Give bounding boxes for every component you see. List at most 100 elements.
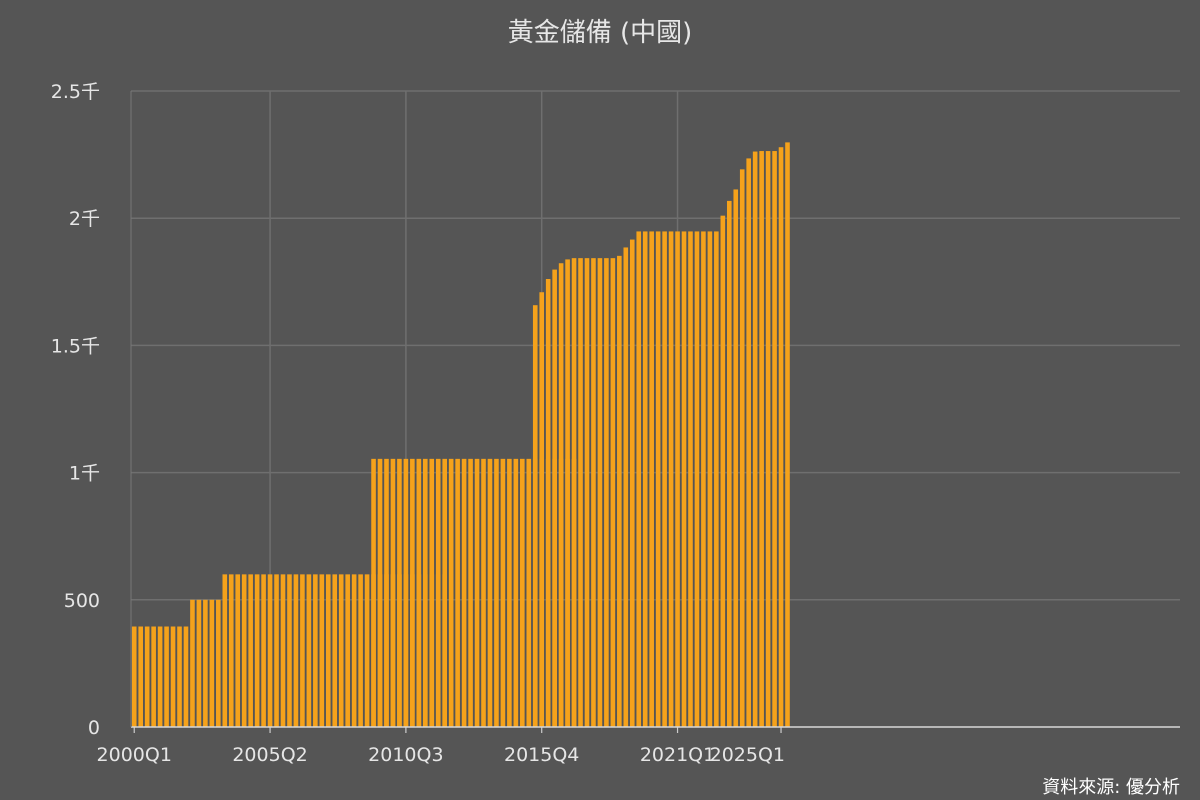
bar-2020Q4 [668, 231, 674, 727]
bar-2012Q2 [448, 458, 454, 727]
bar-2017Q1 [571, 258, 577, 727]
bar-2014Q1 [494, 458, 499, 727]
bar-2004Q4 [254, 574, 260, 727]
bar-2017Q4 [591, 258, 596, 727]
bar-2005Q4 [280, 574, 286, 727]
bar-2015Q4 [539, 292, 545, 727]
bar-2002Q3 [196, 599, 202, 727]
bar-2020Q3 [662, 231, 667, 727]
bar-2016Q2 [552, 269, 557, 727]
bar-2015Q3 [532, 305, 538, 727]
bar-2024Q1 [752, 151, 758, 728]
bar-2024Q3 [765, 151, 771, 728]
bars-layer [131, 142, 790, 728]
bar-2012Q3 [455, 458, 460, 727]
y-tick-label: 1.5千 [51, 335, 100, 357]
bar-2022Q3 [714, 231, 719, 727]
bar-2000Q4 [151, 626, 156, 727]
bar-2008Q2 [345, 574, 350, 727]
bar-2010Q3 [403, 458, 409, 727]
bar-2001Q1 [157, 626, 163, 727]
bar-2011Q4 [435, 458, 441, 727]
bar-2005Q3 [274, 574, 279, 727]
y-tick-label: 0 [88, 717, 100, 739]
bar-2014Q4 [513, 458, 519, 727]
bar-2018Q3 [610, 258, 616, 727]
bar-2009Q4 [384, 458, 389, 727]
bar-2017Q2 [578, 258, 583, 727]
bar-2019Q4 [642, 231, 648, 727]
bar-2004Q2 [241, 574, 247, 727]
y-tick-label: 2千 [69, 208, 100, 230]
bar-2008Q1 [338, 574, 344, 727]
bar-2014Q2 [500, 458, 506, 727]
bar-2007Q2 [319, 574, 325, 727]
bar-2003Q3 [222, 574, 228, 727]
bar-2020Q2 [655, 231, 661, 727]
bar-2002Q4 [203, 599, 208, 727]
bar-2013Q1 [468, 458, 473, 727]
bar-2018Q2 [604, 258, 609, 727]
x-tick-label: 2010Q3 [368, 744, 443, 766]
chart-title: 黃金儲備 (中國) [508, 18, 693, 48]
bar-2013Q3 [481, 458, 486, 727]
bar-2010Q4 [410, 458, 415, 727]
y-tick-labels: 0 500 1千 1.5千 2千 2.5千 [51, 81, 100, 739]
bar-2003Q2 [216, 599, 221, 727]
bar-2009Q1 [364, 574, 370, 727]
bar-2023Q1 [726, 200, 732, 727]
bar-2006Q3 [300, 574, 305, 727]
bar-2015Q1 [520, 458, 525, 727]
bar-2002Q2 [190, 599, 195, 727]
bar-2003Q1 [209, 599, 215, 727]
bar-2022Q2 [707, 231, 713, 727]
x-tick-label: 2025Q1 [710, 744, 785, 766]
bar-2004Q1 [235, 574, 241, 727]
bar-2016Q3 [558, 263, 564, 727]
bar-2005Q1 [261, 574, 266, 727]
bar-2009Q3 [377, 458, 383, 727]
bar-2019Q3 [636, 231, 642, 727]
bar-2001Q4 [177, 626, 182, 727]
bar-2019Q2 [629, 239, 635, 727]
bar-2006Q2 [293, 574, 299, 727]
bar-2001Q2 [164, 626, 169, 727]
bar-2023Q3 [739, 169, 745, 728]
bar-2022Q1 [701, 231, 706, 727]
bar-2024Q2 [759, 151, 764, 728]
bar-2007Q3 [325, 574, 331, 727]
bar-2010Q2 [397, 458, 402, 727]
bar-2013Q2 [474, 458, 480, 727]
y-tick-label: 500 [64, 590, 100, 612]
bar-2021Q3 [688, 231, 693, 727]
bar-2006Q4 [306, 574, 312, 727]
bar-2024Q4 [772, 151, 777, 728]
bar-2007Q4 [332, 574, 338, 727]
bar-2000Q2 [138, 626, 143, 727]
bar-2001Q3 [170, 626, 176, 727]
bar-2021Q1 [675, 231, 680, 727]
bar-2015Q2 [526, 458, 532, 727]
bar-2018Q4 [617, 255, 622, 727]
bar-2000Q1 [131, 626, 137, 727]
bar-2013Q4 [487, 458, 493, 727]
bar-2004Q3 [248, 574, 253, 727]
bar-2021Q2 [681, 231, 687, 727]
y-tick-label: 1千 [69, 463, 100, 485]
y-tick-label: 2.5千 [51, 81, 100, 103]
bar-2023Q2 [733, 189, 739, 727]
bar-2011Q3 [429, 458, 435, 727]
x-tick-label: 2015Q4 [504, 744, 579, 766]
bar-2012Q1 [442, 458, 447, 727]
x-tick-label: 2021Q1 [640, 744, 715, 766]
axis-layer [130, 91, 1180, 733]
bar-2020Q1 [649, 231, 654, 727]
bar-2023Q4 [746, 158, 751, 728]
x-tick-label: 2000Q1 [97, 744, 172, 766]
bar-2000Q3 [144, 626, 150, 727]
bar-2016Q1 [545, 279, 551, 727]
bar-2014Q3 [507, 458, 512, 727]
